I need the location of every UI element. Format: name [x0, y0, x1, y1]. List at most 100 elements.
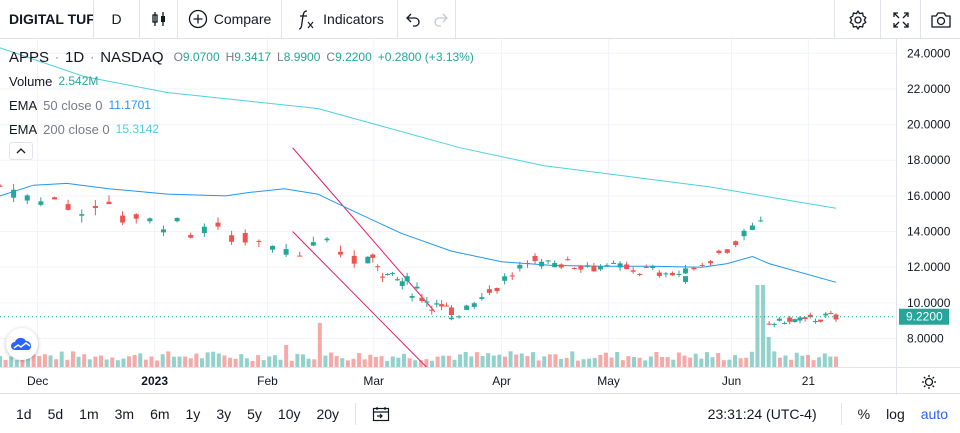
candle-body [419, 297, 425, 302]
ema200-legend-row[interactable]: EMA 200 close 0 15.3142 [9, 117, 474, 141]
last-price-badge [899, 308, 949, 325]
indicators-button[interactable]: Indicators [282, 0, 398, 39]
volume-bar [289, 360, 294, 367]
ema50-legend-row[interactable]: EMA 50 close 0 11.1701 [9, 93, 474, 117]
volume-bar [3, 359, 8, 367]
candle-body [797, 317, 803, 321]
volume-bar [82, 354, 87, 367]
legend-dot: · [55, 50, 60, 64]
date-range-button[interactable] [364, 406, 398, 422]
compare-button[interactable]: Compare [178, 0, 282, 39]
volume-bar [486, 353, 491, 367]
price-chart[interactable] [0, 39, 960, 367]
candle-body [509, 275, 515, 277]
volume-bar [93, 356, 98, 367]
price-tick-label: 12.0000 [907, 260, 951, 274]
percent-toggle[interactable]: % [857, 405, 871, 422]
range-button-1m[interactable]: 1m [79, 405, 99, 422]
time-axis[interactable]: Dec 2023 Feb Mar Apr May Jun 21 [0, 367, 960, 395]
volume-bar [632, 356, 637, 367]
volume-bar [54, 359, 59, 367]
candle-body [434, 303, 440, 305]
volume-bar [272, 355, 277, 367]
snapshot-button[interactable] [920, 0, 960, 39]
candle-body [11, 189, 17, 198]
volume-bar [194, 353, 199, 367]
volume-bar [553, 354, 558, 367]
volume-bar [244, 358, 249, 367]
clock-timezone[interactable]: 23:31:24 (UTC-4) [707, 405, 817, 422]
volume-legend-row[interactable]: Volume 2.542M [9, 69, 474, 93]
range-button-1y[interactable]: 1y [185, 405, 201, 422]
price-axis[interactable]: 24.0000 22.0000 20.0000 18.0000 16.0000 14.00… [896, 39, 960, 367]
redo-icon[interactable] [433, 11, 449, 27]
symbol-search[interactable]: DIGITAL TUF [0, 0, 94, 39]
ema200-value: 15.3142 [115, 122, 160, 136]
volume-bar [362, 359, 367, 367]
range-button-1d[interactable]: 1d [16, 405, 32, 422]
volume-bar [817, 357, 822, 367]
range-button-5d[interactable]: 5d [47, 405, 64, 422]
price-tick-label: 14.0000 [907, 225, 951, 239]
fullscreen-button[interactable] [880, 0, 920, 39]
sun-gear-icon [921, 374, 936, 389]
collapse-legend-button[interactable] [9, 142, 33, 160]
range-button-5y[interactable]: 5y [247, 405, 262, 422]
log-toggle[interactable]: log [886, 405, 905, 422]
candle-body [650, 266, 656, 268]
volume-bar [491, 355, 496, 367]
candle-body [414, 286, 420, 289]
volume-bar [143, 359, 148, 367]
interval-button[interactable]: D [94, 0, 140, 39]
candle-body [716, 250, 722, 254]
volume-bar [42, 354, 47, 367]
candle-body [524, 262, 530, 264]
range-button-3y[interactable]: 3y [216, 405, 232, 422]
candle-body [380, 276, 386, 278]
time-tick-label: 21 [801, 374, 816, 388]
axis-settings-button[interactable] [896, 368, 960, 395]
candle-body [733, 241, 739, 246]
volume-bar [401, 353, 406, 367]
volume-bar [531, 352, 536, 367]
candle-body [479, 297, 485, 299]
range-button-6m[interactable]: 6m [150, 405, 170, 422]
volume-bar [87, 359, 92, 367]
time-tick-label: 2023 [141, 374, 169, 388]
volume-bar [660, 356, 665, 367]
range-button-3m[interactable]: 3m [114, 405, 135, 422]
candle-body [389, 272, 395, 274]
volume-bar [665, 357, 670, 367]
volume-bar [239, 354, 244, 367]
range-button-10y[interactable]: 10y [277, 405, 301, 422]
time-tick-label: Feb [257, 374, 278, 388]
candle-body [812, 321, 818, 323]
chart-pane[interactable]: APPS · 1D · NASDAQ O 9.0700 H 9.3417 L 8.99… [0, 39, 960, 367]
chart-type-button[interactable] [140, 0, 178, 39]
volume-bar [312, 359, 317, 367]
volume-bar [480, 356, 485, 367]
auto-toggle[interactable]: auto [920, 405, 948, 422]
logo-badge[interactable] [6, 328, 38, 360]
top-toolbar: DIGITAL TUF D Compare Indicators [0, 0, 960, 39]
candle-body [188, 234, 194, 238]
range-button-20y[interactable]: 20y [316, 405, 340, 422]
settings-button[interactable] [834, 0, 880, 39]
candle-body [517, 264, 523, 269]
volume-bar [497, 354, 502, 367]
volume-bar [733, 355, 738, 367]
volume-bar [183, 356, 188, 367]
volume-bar [9, 356, 14, 367]
volume-bar [110, 357, 115, 367]
candle-body [79, 214, 85, 216]
candle-body [724, 249, 730, 253]
candle-body [545, 260, 551, 262]
volume-bar [334, 356, 339, 367]
volume-bar [458, 354, 463, 367]
volume-bar [149, 356, 154, 367]
price-tick-label: 10.0000 [907, 296, 951, 310]
change-value: +0.2800 (+3.13%) [377, 50, 474, 64]
undo-icon[interactable] [405, 11, 421, 27]
candle-body [404, 276, 410, 282]
ema50-line [0, 182, 837, 283]
